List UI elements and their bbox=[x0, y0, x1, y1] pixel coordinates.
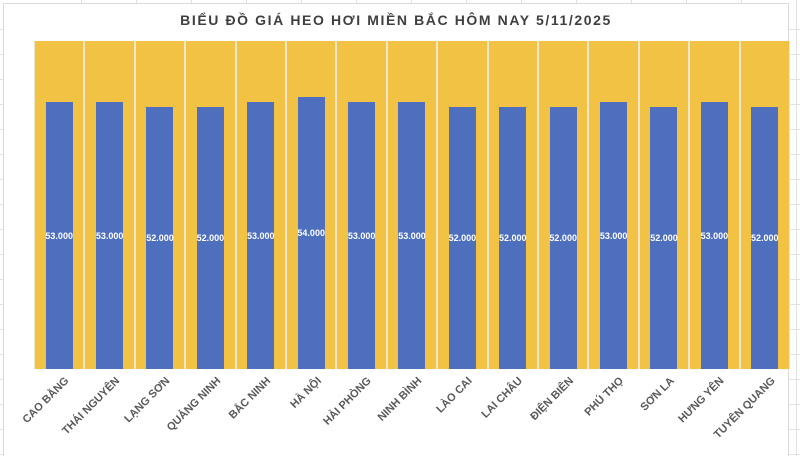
category-column: 52.000 bbox=[740, 41, 790, 369]
x-axis-label: CAO BẰNG bbox=[20, 375, 72, 426]
x-axis-label: LẠNG SƠN bbox=[122, 375, 173, 426]
value-bar: 52.000 bbox=[146, 107, 174, 369]
value-bar: 52.000 bbox=[449, 107, 476, 369]
value-bar: 52.000 bbox=[751, 107, 779, 369]
x-axis: CAO BẰNG THÁI NGUYÊN LẠNG SƠN QUẢNG NINH BẮC… bbox=[21, 375, 790, 457]
value-label: 54.000 bbox=[297, 228, 325, 238]
category-column: 53.000 bbox=[588, 41, 638, 369]
value-bar: 52.000 bbox=[549, 107, 577, 369]
value-label: 53.000 bbox=[599, 230, 628, 241]
x-axis-label: NINH BÌNH bbox=[375, 375, 425, 424]
category-column: 52.000 bbox=[639, 41, 689, 369]
value-label: 53.000 bbox=[247, 230, 275, 241]
value-label: 52.000 bbox=[751, 233, 779, 243]
category-column: 52.000 bbox=[437, 41, 487, 369]
category-column: 53.000 bbox=[336, 41, 386, 369]
value-bar: 53.000 bbox=[247, 102, 275, 369]
value-label: 53.000 bbox=[45, 230, 73, 241]
x-axis-label: HẢI PHÒNG bbox=[321, 375, 375, 428]
value-label: 53.000 bbox=[700, 230, 729, 241]
value-label: 53.000 bbox=[398, 230, 426, 241]
value-label: 52.000 bbox=[196, 233, 225, 243]
value-label: 52.000 bbox=[499, 233, 527, 243]
value-bar: 53.000 bbox=[45, 102, 73, 369]
value-label: 52.000 bbox=[448, 233, 477, 243]
value-bar: 53.000 bbox=[398, 102, 426, 369]
x-axis-label: SƠN LA bbox=[638, 375, 677, 414]
category-column: 53.000 bbox=[34, 41, 84, 369]
value-bar: 53.000 bbox=[348, 102, 375, 369]
chart-title: BIỂU ĐỒ GIÁ HEO HƠI MIỀN BẮC HÔM NAY 5/1… bbox=[180, 12, 612, 28]
category-column: 53.000 bbox=[689, 41, 739, 369]
value-bar: 53.000 bbox=[96, 102, 123, 369]
value-bar: 52.000 bbox=[650, 107, 678, 369]
value-bar: 53.000 bbox=[701, 102, 728, 369]
chart-canvas: BIỂU ĐỒ GIÁ HEO HƠI MIỀN BẮC HÔM NAY 5/1… bbox=[3, 3, 790, 457]
value-label: 52.000 bbox=[650, 233, 678, 243]
category-column: 52.000 bbox=[488, 41, 538, 369]
category-column: 54.000 bbox=[286, 41, 336, 369]
value-label: 52.000 bbox=[549, 233, 577, 243]
value-bar: 52.000 bbox=[499, 107, 527, 369]
category-column: 52.000 bbox=[185, 41, 235, 369]
plot-area: 53.000 53.000 52.000 52.000 53.000 54.000 53.0… bbox=[34, 41, 790, 369]
x-axis-label: HƯNG YÊN bbox=[676, 375, 727, 426]
x-axis-label: QUẢNG NINH bbox=[164, 375, 223, 434]
value-bar: 52.000 bbox=[197, 107, 224, 369]
x-axis-label: LAI CHÂU bbox=[479, 375, 526, 421]
value-label: 53.000 bbox=[347, 230, 376, 241]
value-label: 52.000 bbox=[146, 233, 174, 243]
category-column: 53.000 bbox=[387, 41, 437, 369]
x-axis-label: HÀ NỘI bbox=[287, 375, 324, 411]
category-column: 52.000 bbox=[538, 41, 588, 369]
value-bar: 54.000 bbox=[297, 97, 325, 369]
x-axis-label: LÀO CAI bbox=[434, 375, 475, 416]
value-label: 53.000 bbox=[95, 230, 124, 241]
category-column: 53.000 bbox=[84, 41, 134, 369]
x-axis-label: ĐIỆN BIÊN bbox=[527, 375, 576, 423]
category-column: 53.000 bbox=[236, 41, 286, 369]
x-axis-label: BẮC NINH bbox=[226, 375, 274, 422]
x-axis-label: PHÚ THỌ bbox=[582, 375, 627, 419]
value-bar: 53.000 bbox=[600, 102, 627, 369]
category-column: 52.000 bbox=[135, 41, 185, 369]
